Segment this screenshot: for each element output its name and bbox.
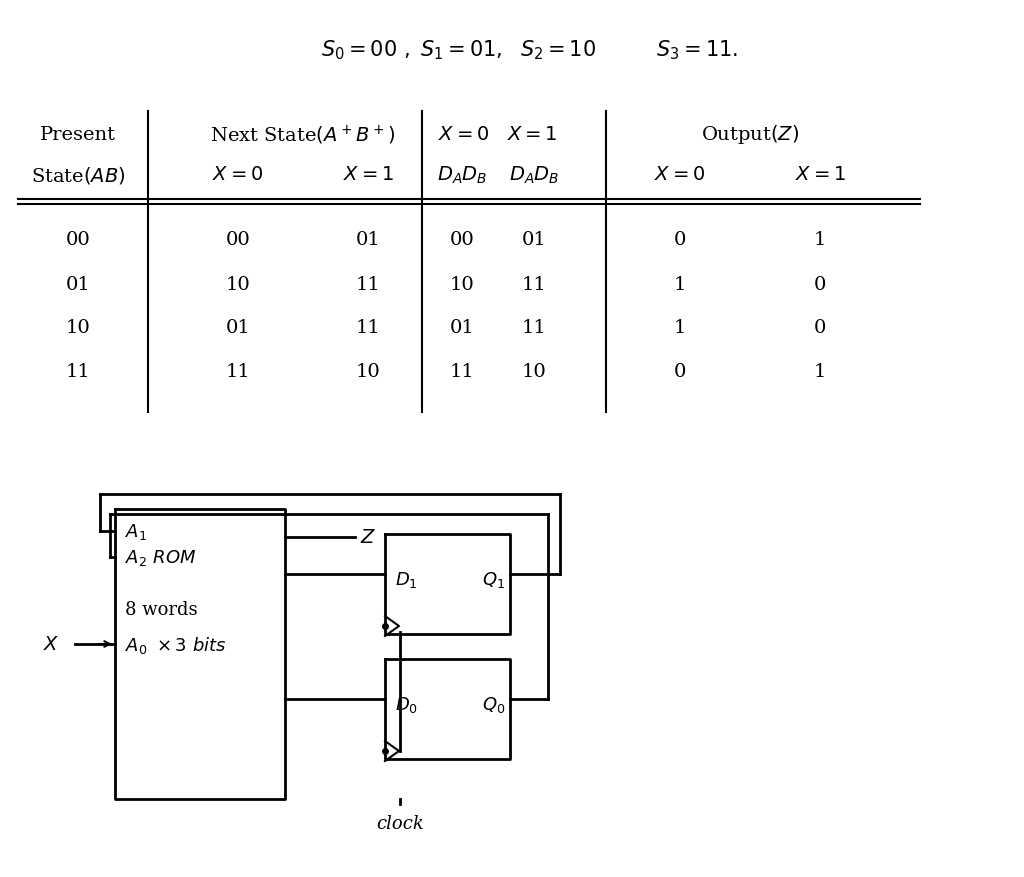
Text: 00: 00 [450, 231, 474, 249]
Text: Present: Present [40, 126, 116, 144]
Text: 10: 10 [355, 362, 380, 381]
Text: $A_1$: $A_1$ [125, 522, 147, 541]
Text: 01: 01 [355, 231, 380, 249]
Text: Next State$\left(A^+B^+\right)$: Next State$\left(A^+B^+\right)$ [210, 123, 395, 146]
Text: 01: 01 [66, 275, 90, 294]
Text: 00: 00 [66, 231, 90, 249]
Text: 0: 0 [674, 231, 686, 249]
Text: $Z$: $Z$ [360, 529, 376, 546]
Text: 11: 11 [521, 275, 547, 294]
Text: State$\left(AB\right)$: State$\left(AB\right)$ [31, 164, 125, 185]
Text: $X=1$: $X=1$ [795, 166, 846, 184]
Text: 1: 1 [674, 275, 686, 294]
Text: Output$\left(Z\right)$: Output$\left(Z\right)$ [700, 124, 799, 146]
Text: 01: 01 [450, 318, 474, 337]
Text: 01: 01 [521, 231, 547, 249]
Text: $D_AD_B$: $D_AD_B$ [509, 164, 559, 185]
Text: clock: clock [376, 814, 424, 832]
Text: 11: 11 [521, 318, 547, 337]
Text: 11: 11 [66, 362, 90, 381]
Text: $X$: $X$ [43, 635, 60, 653]
Text: $X=0\quad X=1$: $X=0\quad X=1$ [438, 126, 558, 144]
Text: $S_0 = 00\ ,\ S_1 = 01,\ \ S_2 = 10\qquad\quad S_3 = 11.$: $S_0 = 00\ ,\ S_1 = 01,\ \ S_2 = 10\qqua… [322, 39, 738, 61]
Text: 1: 1 [814, 362, 826, 381]
Text: $D_1$: $D_1$ [395, 569, 418, 589]
Text: 11: 11 [355, 275, 380, 294]
Text: 01: 01 [225, 318, 251, 337]
Text: 1: 1 [814, 231, 826, 249]
Text: 10: 10 [450, 275, 474, 294]
Text: 8 words: 8 words [125, 601, 198, 618]
Text: 10: 10 [225, 275, 251, 294]
Text: 0: 0 [814, 275, 826, 294]
Text: 10: 10 [66, 318, 90, 337]
Text: 0: 0 [814, 318, 826, 337]
Text: 11: 11 [450, 362, 474, 381]
Text: 1: 1 [674, 318, 686, 337]
Text: 00: 00 [225, 231, 251, 249]
Text: $A_0\ \times 3\ \mathit{bits}$: $A_0\ \times 3\ \mathit{bits}$ [125, 634, 226, 655]
Text: $X=1$: $X=1$ [343, 166, 393, 184]
Text: 0: 0 [674, 362, 686, 381]
Text: $D_0$: $D_0$ [395, 695, 418, 714]
Text: $A_2\ \mathit{ROM}$: $A_2\ \mathit{ROM}$ [125, 547, 197, 567]
Text: $X=0$: $X=0$ [212, 166, 263, 184]
Text: $X=0$: $X=0$ [654, 166, 706, 184]
Text: $Q_0$: $Q_0$ [482, 695, 506, 714]
Text: 11: 11 [355, 318, 380, 337]
Text: $D_AD_B$: $D_AD_B$ [437, 164, 487, 185]
Text: $Q_1$: $Q_1$ [482, 569, 505, 589]
Text: 11: 11 [225, 362, 251, 381]
Text: 10: 10 [521, 362, 547, 381]
